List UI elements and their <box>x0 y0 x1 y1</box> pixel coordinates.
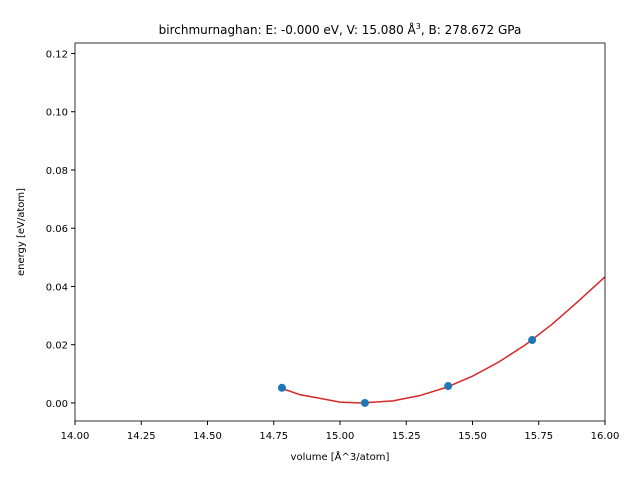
x-tick-label: 14.50 <box>193 431 222 442</box>
data-point <box>444 382 453 391</box>
fit-line <box>281 276 606 404</box>
y-tick-label: 0.06 <box>46 224 68 235</box>
plot-frame <box>74 42 606 422</box>
data-point <box>277 383 286 392</box>
x-tick-label: 14.75 <box>259 431 288 442</box>
y-tick-label: 0.00 <box>46 399 68 410</box>
x-tick-label: 16.00 <box>591 431 620 442</box>
title-text: , B: 278.672 GPa <box>421 23 522 37</box>
y-tick-label: 0.02 <box>46 341 68 352</box>
title-text: birchmurnaghan: E: -0.000 eV, V: 15.080 … <box>159 22 417 37</box>
x-tick-label: 14.00 <box>61 431 90 442</box>
y-tick-label: 0.12 <box>46 49 68 60</box>
y-axis-label: energy [eV/atom] <box>16 188 27 276</box>
data-point <box>528 336 537 345</box>
y-tick-label: 0.04 <box>46 282 68 293</box>
y-tick-label: 0.10 <box>46 108 68 119</box>
x-tick-label: 14.25 <box>127 431 156 442</box>
x-tick-label: 15.75 <box>524 431 553 442</box>
x-tick-label: 15.00 <box>326 431 355 442</box>
x-axis-label: volume [Å^3/atom] <box>291 450 390 463</box>
chart-title: birchmurnaghan: E: -0.000 eV, V: 15.080 … <box>159 22 522 37</box>
title-superscript: 3 <box>416 22 421 31</box>
data-point <box>360 398 369 407</box>
x-tick-label: 15.25 <box>392 431 421 442</box>
y-tick-label: 0.08 <box>46 166 68 177</box>
x-tick-label: 15.50 <box>458 431 487 442</box>
